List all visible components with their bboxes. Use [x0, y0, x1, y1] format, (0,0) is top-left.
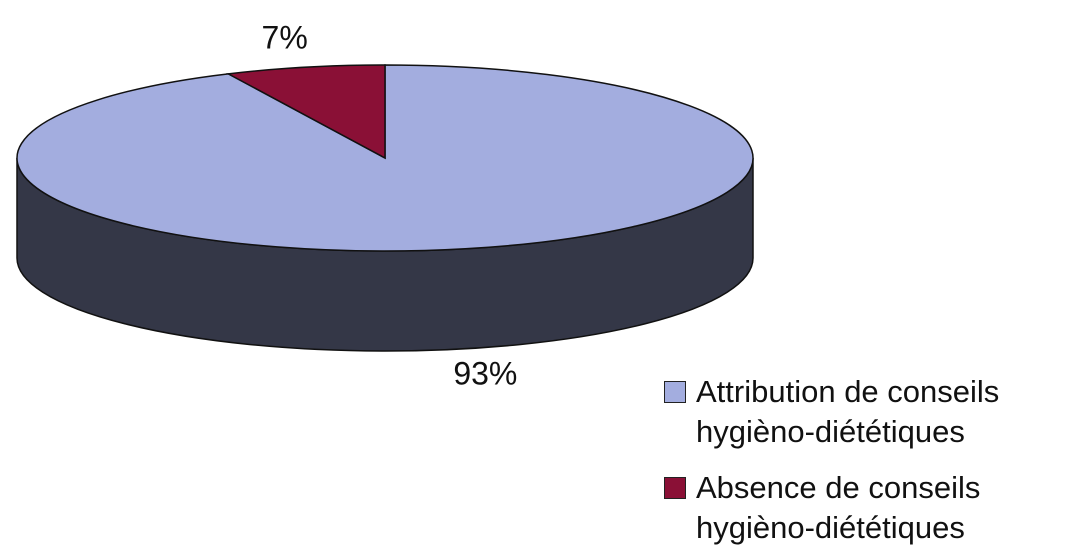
pie-slice	[16, 64, 754, 252]
pie-slice	[225, 64, 386, 160]
data-label: 93%	[453, 355, 517, 391]
legend-swatch	[664, 381, 686, 403]
legend-item: Absence de conseils hygièno-diététiques	[664, 468, 1066, 547]
legend-swatch	[664, 477, 686, 499]
data-label: 7%	[262, 19, 308, 55]
legend-item: Attribution de conseils hygièno-diététiq…	[664, 372, 1066, 452]
legend-label: Absence de conseils hygièno-diététiques	[696, 470, 981, 545]
legend-label: Attribution de conseils hygièno-diététiq…	[696, 374, 1000, 449]
